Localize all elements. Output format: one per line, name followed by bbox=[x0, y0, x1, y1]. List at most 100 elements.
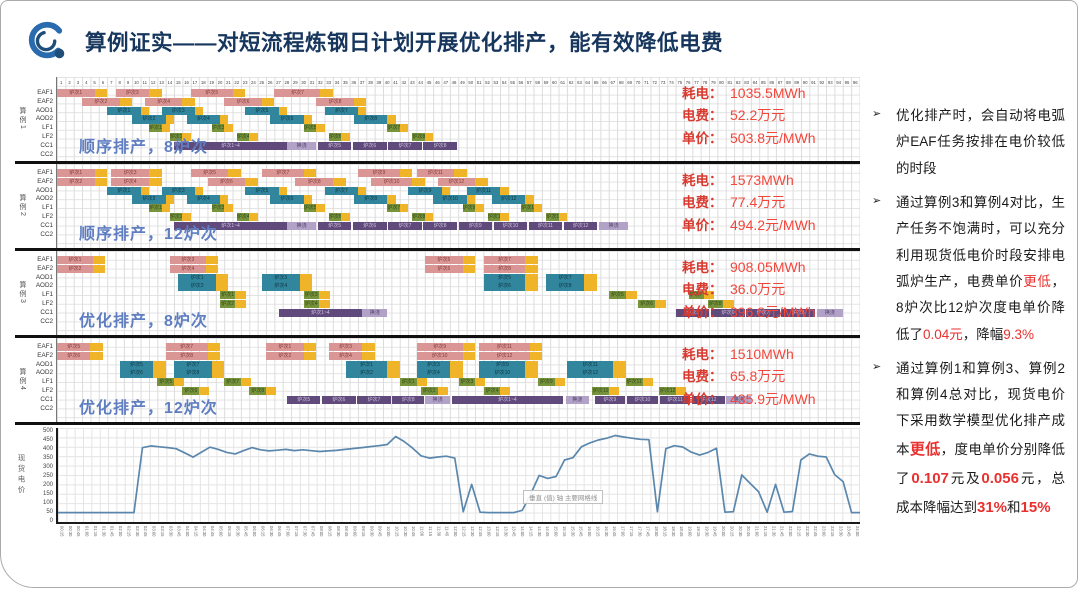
gantt-bar bbox=[199, 387, 210, 396]
gantt-bar: 炉次3 bbox=[211, 204, 225, 213]
gantt-bar bbox=[92, 264, 105, 274]
gantt-bar bbox=[182, 213, 191, 222]
gantt-bar bbox=[207, 343, 221, 352]
gantt-bar bbox=[220, 115, 229, 124]
stat-unit-price: 单价： 503.8元/MWh bbox=[682, 129, 816, 146]
gantt-plot: 1 2 3 4 5 6 7 8 9 10 11 12 13 14 15 16 17 18 19 20 21 22 23 24 2… bbox=[56, 77, 860, 161]
machine-label-column: EAF1 EAF2 AOD1 AOD2 LF1 LF2 CC1 CC2 bbox=[29, 77, 56, 161]
panel-caption: 优化排产，8炉次 bbox=[79, 313, 208, 330]
gantt-bar: 炉次11 bbox=[625, 378, 643, 387]
gantt-bar: 炉次1 bbox=[178, 273, 216, 282]
gantt-bar: 炉次2 bbox=[57, 177, 95, 187]
gantt-bar bbox=[215, 282, 229, 291]
gantt-bar: 炉次6 bbox=[353, 141, 387, 151]
gantt-bar: 炉次2 bbox=[57, 264, 93, 274]
gantt-bar bbox=[475, 378, 486, 387]
gantt-bar bbox=[529, 351, 543, 361]
machine-label: AOD2 bbox=[35, 369, 53, 377]
gantt-bar bbox=[182, 133, 191, 142]
gantt-bar: 炉次8 bbox=[412, 213, 426, 222]
gantt-plot: 炉次1 炉次3 炉次5 炉次7 炉次2 炉次4 炉次6 炉次8 炉次1 炉次3 炉次5 炉次7 炉次2 炉… bbox=[56, 251, 860, 335]
machine-label: EAF2 bbox=[37, 177, 53, 185]
gantt-bar: 炉次2 bbox=[178, 282, 216, 291]
gantt-bar: 炉次8 bbox=[316, 97, 354, 107]
gantt-bar: 炉次8 bbox=[412, 133, 426, 142]
gantt-bar bbox=[399, 204, 409, 213]
insight-bullet: ➢ 优化排产时，会自动将电弧炉EAF任务按排在电价较低的时段 bbox=[872, 103, 1065, 182]
gantt-bar: 炉次7 bbox=[224, 378, 241, 387]
gantt-bar bbox=[320, 89, 334, 98]
gantt-bar: 炉次6 bbox=[322, 395, 356, 405]
gantt-bar: 炉次6 bbox=[711, 308, 745, 318]
case-id-label: 算例3 bbox=[19, 281, 26, 305]
gantt-bar: 炉次6 bbox=[57, 351, 91, 361]
gantt-bar bbox=[554, 378, 565, 387]
price-y-ticks: 500 450 400 350 300 250 200 150 100 50 0 bbox=[42, 428, 53, 524]
gantt-bar bbox=[303, 351, 317, 361]
gantt-bar: 炉次8 bbox=[423, 221, 457, 231]
gantt-bar: 炉次8 bbox=[483, 264, 526, 274]
gantt-bar bbox=[425, 133, 434, 142]
gantt-bar bbox=[161, 124, 170, 133]
gantt-bar: 炉次8 bbox=[295, 177, 334, 187]
gantt-bar bbox=[266, 387, 277, 396]
gantt-bar: 炉次11 bbox=[521, 204, 534, 213]
gantt-bar bbox=[613, 360, 626, 369]
gantt-bar: 换浇 bbox=[287, 221, 317, 231]
gantt-bar: 炉次3 bbox=[115, 89, 149, 98]
gantt-bar: 炉次1 bbox=[57, 169, 95, 178]
gantt-bar: 炉次2 bbox=[132, 195, 166, 204]
gantt-bar: 炉次12 bbox=[479, 351, 530, 361]
gantt-bar bbox=[362, 343, 375, 352]
gantt-bar: 换浇 bbox=[287, 141, 317, 151]
gantt-bar: 炉次7 bbox=[261, 169, 304, 178]
gantt-bar bbox=[529, 343, 543, 352]
gantt-bar bbox=[525, 273, 538, 282]
gantt-bar bbox=[207, 351, 221, 361]
gantt-bar: 炉次1 bbox=[149, 124, 162, 133]
gantt-bar bbox=[303, 195, 313, 204]
gantt-bar: 炉次6 bbox=[182, 387, 200, 396]
gantt-bar: 炉次10 bbox=[479, 369, 526, 378]
arrow-bullet-icon: ➢ bbox=[872, 194, 882, 207]
gantt-bar: 炉次5 bbox=[245, 186, 279, 195]
machine-label-column: EAF1 EAF2 AOD1 AOD2 LF1 LF2 CC1 CC2 bbox=[29, 251, 56, 335]
gantt-bar bbox=[303, 343, 317, 352]
gantt-bar bbox=[235, 291, 247, 300]
gantt-bar bbox=[450, 369, 463, 378]
gantt-bar bbox=[316, 204, 325, 213]
gantt-bar: 炉次6 bbox=[119, 369, 154, 378]
machine-label: CC2 bbox=[40, 150, 53, 158]
gantt-bar bbox=[558, 213, 568, 222]
gantt-bar bbox=[425, 213, 434, 222]
gantt-bar bbox=[399, 169, 413, 178]
gantt-bar bbox=[609, 387, 620, 396]
gantt-bar: 炉次8 bbox=[423, 141, 457, 151]
gantt-bar bbox=[182, 97, 196, 107]
gantt-bar: 炉次7 bbox=[387, 204, 400, 213]
gantt-bar: 炉次10 bbox=[626, 395, 659, 405]
chart-watermark-label: 垂直 (值) 轴 主要网格线 bbox=[523, 490, 604, 505]
gantt-bar bbox=[278, 106, 288, 115]
gantt-bar bbox=[161, 204, 170, 213]
gantt-bar: 炉次9 bbox=[408, 186, 442, 195]
gantt-bar: 炉次12 bbox=[691, 395, 726, 405]
gantt-bar: 炉次10 bbox=[487, 213, 501, 222]
arrow-bullet-icon: ➢ bbox=[872, 108, 882, 120]
gantt-bar: 炉次12 bbox=[546, 213, 559, 222]
gantt-bar: 炉次7 bbox=[746, 308, 780, 318]
machine-label: CC1 bbox=[40, 221, 53, 229]
gantt-bar: 炉次6 bbox=[638, 300, 656, 309]
gantt-bar bbox=[195, 106, 204, 115]
gantt-bar bbox=[387, 115, 396, 124]
gantt-bar: 炉次4 bbox=[328, 351, 363, 361]
gantt-bar: 炉次1 bbox=[107, 186, 141, 195]
gantt-bar: 炉次5 bbox=[190, 169, 229, 178]
gantt-bar bbox=[462, 343, 476, 352]
gantt-bar: 炉次4 bbox=[236, 133, 250, 142]
gantt-bar bbox=[140, 186, 149, 195]
gantt-bar bbox=[220, 195, 229, 204]
gantt-bar bbox=[525, 195, 534, 204]
